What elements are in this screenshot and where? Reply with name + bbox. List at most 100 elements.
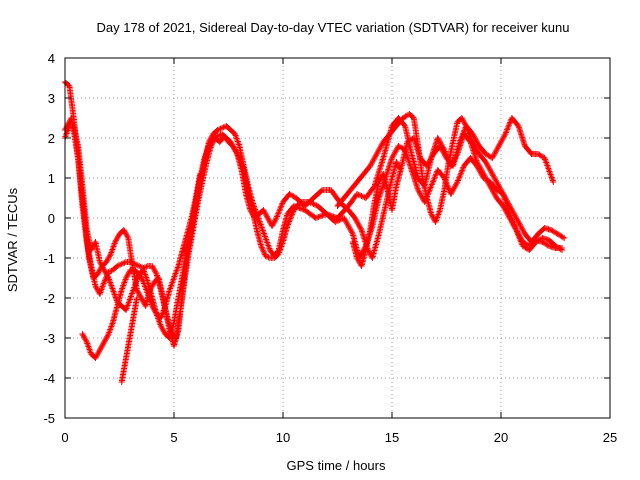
data-point <box>157 323 168 336</box>
data-point <box>173 308 184 341</box>
data-point <box>515 219 528 236</box>
data-point <box>223 123 233 132</box>
data-point <box>546 167 556 184</box>
data-point <box>114 288 125 309</box>
data-point <box>419 175 430 200</box>
data-point <box>225 139 235 148</box>
data-point <box>110 264 120 273</box>
data-point <box>351 215 364 232</box>
data-point <box>482 159 495 176</box>
y-axis-label: SDTVAR / TECUs <box>5 187 20 292</box>
data-point <box>253 227 264 248</box>
data-point <box>554 231 566 241</box>
data-point <box>184 216 194 237</box>
data-point <box>251 212 261 221</box>
data-point <box>314 203 329 216</box>
data-point <box>487 179 499 192</box>
data-point <box>415 143 426 180</box>
data-point <box>101 267 111 280</box>
data-point <box>234 151 245 172</box>
y-tick-label: -2 <box>43 291 55 306</box>
data-point <box>155 275 166 300</box>
data-point <box>149 303 159 316</box>
data-point <box>397 167 404 173</box>
data-point <box>86 255 96 280</box>
data-point <box>423 195 434 216</box>
data-point <box>469 131 482 148</box>
data-point <box>280 224 290 245</box>
data-point <box>125 332 134 349</box>
data-points <box>62 79 568 385</box>
data-point <box>480 175 492 185</box>
data-point <box>423 152 436 169</box>
data-point <box>171 296 182 325</box>
data-point <box>96 340 107 353</box>
data-point <box>375 204 389 237</box>
data-point <box>103 252 114 265</box>
data-point <box>386 124 399 137</box>
data-point <box>408 151 421 180</box>
data-point <box>367 152 379 169</box>
data-point <box>164 315 175 336</box>
data-point <box>149 263 159 276</box>
data-point <box>513 227 526 244</box>
data-point <box>354 172 366 185</box>
data-point <box>515 123 528 148</box>
data-point <box>369 196 382 229</box>
data-point <box>66 83 77 120</box>
data-point <box>541 155 552 172</box>
data-point <box>284 204 296 217</box>
series-track-g <box>349 167 404 269</box>
data-point <box>441 160 452 193</box>
data-point <box>487 183 499 200</box>
data-point <box>332 215 346 225</box>
y-tick-label: 1 <box>48 171 55 186</box>
data-point <box>157 304 168 321</box>
data-point <box>136 271 146 284</box>
x-axis-label: GPS time / hours <box>287 458 386 473</box>
data-point <box>199 160 210 185</box>
series-track-d <box>79 171 204 361</box>
data-point <box>177 276 188 313</box>
x-tick-label: 15 <box>385 430 399 445</box>
y-tick-label: 2 <box>48 131 55 146</box>
data-point <box>123 344 131 361</box>
data-point <box>347 180 360 193</box>
data-point <box>404 135 416 145</box>
data-point <box>380 171 391 192</box>
data-point <box>493 195 506 208</box>
x-tick-label: 25 <box>603 430 617 445</box>
data-point <box>410 115 421 148</box>
data-point <box>502 195 515 212</box>
data-point <box>467 135 478 148</box>
data-point <box>131 267 141 276</box>
data-point <box>393 116 405 129</box>
data-point <box>362 228 373 253</box>
data-point <box>227 127 237 136</box>
data-point <box>120 227 131 240</box>
data-point <box>310 188 325 201</box>
data-point <box>561 235 568 241</box>
data-point <box>269 216 279 229</box>
data-point <box>467 155 480 168</box>
data-point <box>408 167 421 192</box>
x-tick-label: 10 <box>276 430 290 445</box>
data-point <box>463 123 473 140</box>
data-point <box>90 272 100 281</box>
data-point <box>471 143 482 156</box>
y-tick-label: -5 <box>43 411 55 426</box>
data-point <box>214 131 224 139</box>
data-point <box>175 248 186 269</box>
data-point <box>242 191 253 212</box>
data-point <box>548 227 560 237</box>
data-point <box>262 253 272 261</box>
data-point <box>101 332 111 345</box>
data-point <box>133 295 140 301</box>
data-point <box>273 200 286 221</box>
data-point <box>83 339 94 356</box>
data-point <box>522 143 534 156</box>
data-point <box>428 168 441 189</box>
data-point <box>489 144 502 161</box>
data-point <box>349 239 360 260</box>
data-point <box>373 140 386 157</box>
